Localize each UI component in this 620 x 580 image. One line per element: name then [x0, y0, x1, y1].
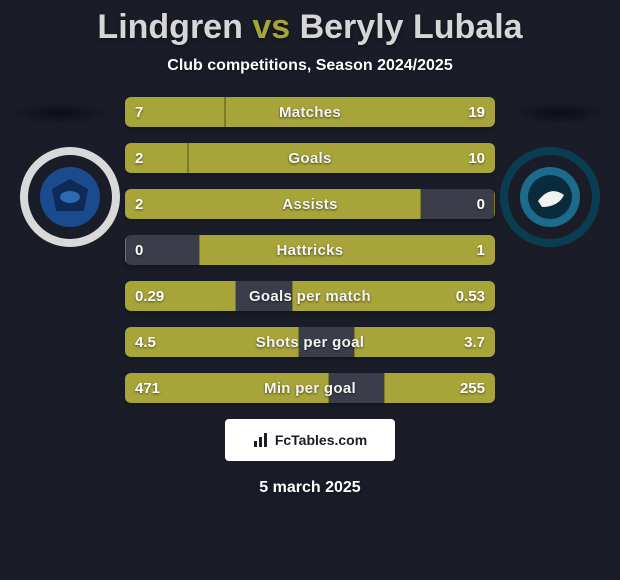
stat-value-right: 10: [458, 143, 495, 173]
stat-value-left: 2: [125, 143, 153, 173]
stat-row: Min per goal471 255: [125, 373, 495, 403]
stat-row: Goals2 10: [125, 143, 495, 173]
crest-left-inner: [40, 167, 100, 227]
stat-value-left: 2: [125, 189, 153, 219]
vs-separator: vs: [252, 8, 290, 46]
crest-right-inner: [520, 167, 580, 227]
stat-row: Goals per match0.29 0.53: [125, 281, 495, 311]
stat-row: Shots per goal4.5 3.7: [125, 327, 495, 357]
brand-badge: FcTables.com: [225, 419, 395, 461]
subtitle: Club competitions, Season 2024/2025: [0, 57, 620, 75]
stat-label: Matches: [125, 97, 495, 127]
stat-label: Hattricks: [125, 235, 495, 265]
brand-chart-icon: [253, 431, 271, 449]
stat-value-left: 0: [125, 235, 153, 265]
stat-label: Min per goal: [125, 373, 495, 403]
stat-value-left: 471: [125, 373, 170, 403]
stat-value-right: 255: [450, 373, 495, 403]
club-crest-right: [500, 147, 600, 247]
crest-left-icon: [40, 167, 100, 227]
comparison-panel: Matches719Goals210Assists20Hattricks01Go…: [0, 97, 620, 403]
stat-value-right: 1: [467, 235, 495, 265]
player-left-name: Lindgren: [97, 8, 242, 46]
stat-value-right: 19: [458, 97, 495, 127]
stat-row: Hattricks0 1: [125, 235, 495, 265]
crest-right-icon: [520, 167, 580, 227]
stat-value-right: 0: [467, 189, 495, 219]
stat-label: Shots per goal: [125, 327, 495, 357]
shadow-right: [510, 101, 610, 125]
club-crest-left: [20, 147, 120, 247]
stat-label: Goals: [125, 143, 495, 173]
stat-label: Assists: [125, 189, 495, 219]
stat-row: Assists2 0: [125, 189, 495, 219]
stat-value-left: 0.29: [125, 281, 174, 311]
page-title: Lindgren vs Beryly Lubala: [0, 0, 620, 47]
player-right-name: Beryly Lubala: [300, 8, 523, 46]
stat-value-right: 0.53: [446, 281, 495, 311]
shadow-left: [10, 101, 110, 125]
brand-text: FcTables.com: [275, 432, 367, 448]
stat-value-left: 7: [125, 97, 153, 127]
stat-row: Matches7 19: [125, 97, 495, 127]
stat-bars: Matches719Goals210Assists20Hattricks01Go…: [125, 97, 495, 403]
stat-label: Goals per match: [125, 281, 495, 311]
stat-value-left: 4.5: [125, 327, 166, 357]
date-label: 5 march 2025: [0, 479, 620, 497]
stat-value-right: 3.7: [454, 327, 495, 357]
